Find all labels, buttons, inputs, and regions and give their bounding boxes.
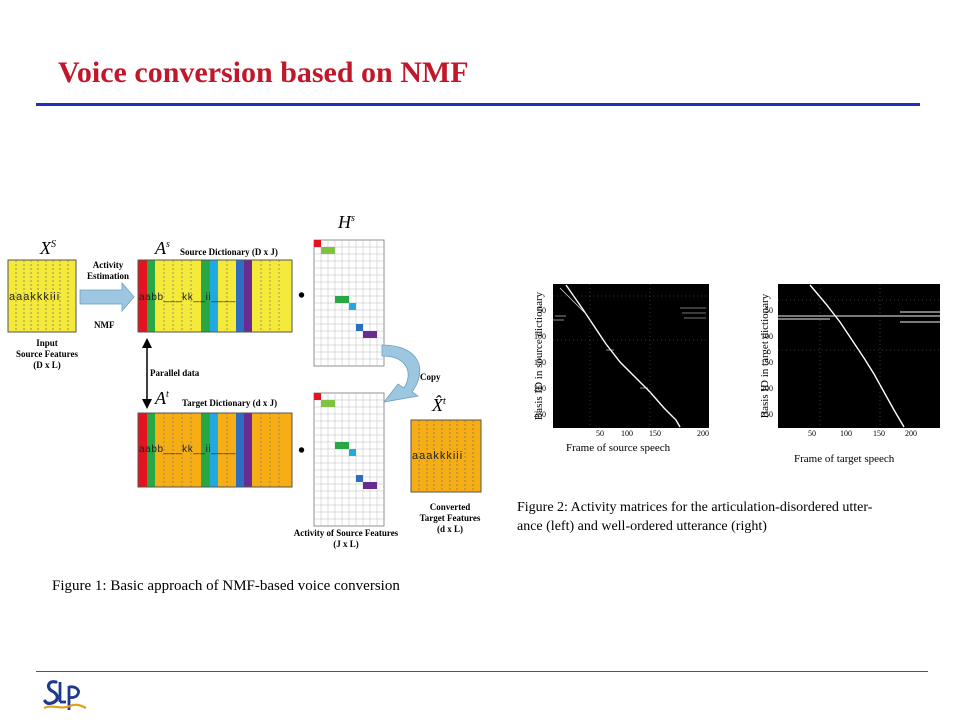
label-parallel-data: Parallel data — [150, 368, 200, 378]
right-ylabel: Basis ID in target dictionary — [759, 293, 771, 419]
title-underline — [36, 103, 920, 106]
right-xtick-50: 50 — [808, 429, 816, 438]
input-matrix-text: aaakkkiii — [9, 291, 61, 303]
left-xlabel: Frame of source speech — [566, 442, 671, 454]
right-ytick-50: 50 — [765, 306, 773, 315]
label-converted-target: Converted Target Features (d x L) — [419, 502, 481, 534]
dot-operator-top: • — [298, 285, 306, 307]
right-ytick-200: 200 — [761, 384, 773, 393]
left-xtick-100: 100 — [621, 429, 633, 438]
converted-matrix — [410, 419, 482, 493]
right-xtick-200: 200 — [905, 429, 917, 438]
label-input-source: Input Source Features (D x L) — [16, 338, 78, 370]
left-xtick-50: 50 — [596, 429, 604, 438]
footer-rule — [36, 671, 928, 672]
target-dict-text: aabb___kk__ii____ — [139, 444, 236, 455]
right-ytick-100: 100 — [761, 332, 773, 341]
figure2-caption-line2: ance (left) and well-ordered utterance (… — [517, 519, 767, 534]
input-matrix — [7, 259, 77, 333]
label-xt-hat: X̂t — [432, 395, 446, 415]
right-xlabel: Frame of target speech — [794, 453, 895, 465]
label-target-dictionary: Target Dictionary (d x J) — [182, 398, 278, 408]
arrow-activity-estimation — [79, 281, 135, 313]
activity-plot-left — [553, 284, 709, 428]
left-ytick-50: 50 — [538, 306, 546, 315]
left-xtick-150: 150 — [649, 429, 661, 438]
dot-operator-bottom: • — [298, 440, 306, 462]
label-activity-of-source: Activity of Source Features (J x L) — [293, 528, 399, 549]
label-nmf: NMF — [94, 320, 115, 330]
right-xtick-150: 150 — [873, 429, 885, 438]
label-at: At — [155, 388, 169, 408]
left-ytick-150: 150 — [534, 358, 546, 367]
left-ylabel: Basis ID in source dictionary — [533, 291, 545, 421]
figure1-caption: Figure 1: Basic approach of NMF-based vo… — [52, 578, 400, 594]
activity-grid-top — [313, 239, 385, 367]
right-ytick-150: 150 — [761, 358, 773, 367]
label-source-dictionary: Source Dictionary (D x J) — [180, 247, 278, 257]
activity-plot-right — [778, 284, 940, 428]
figure2-caption-line1: Figure 2: Activity matrices for the arti… — [517, 500, 873, 515]
label-xs: XS — [40, 238, 56, 258]
left-ytick-100: 100 — [534, 332, 546, 341]
parallel-data-arrow — [142, 338, 152, 409]
slide-title: Voice conversion based on NMF — [58, 56, 469, 89]
right-xtick-100: 100 — [840, 429, 852, 438]
label-copy: Copy — [420, 372, 441, 382]
label-hs: Hs — [338, 212, 355, 232]
source-dict-text: aabb___kk__ii____ — [139, 292, 236, 303]
converted-matrix-text: aaakkkiii — [412, 450, 464, 462]
left-xtick-200: 200 — [697, 429, 709, 438]
activity-grid-bottom — [313, 392, 385, 527]
target-dictionary-matrix — [137, 412, 293, 488]
left-ytick-200: 200 — [534, 384, 546, 393]
copy-arrow — [381, 344, 421, 403]
right-ytick-250: 250 — [761, 410, 773, 419]
slp-logo-icon — [43, 680, 87, 710]
left-ytick-250: 250 — [534, 410, 546, 419]
label-as: As — [155, 238, 170, 258]
source-dictionary-matrix — [137, 259, 293, 333]
label-activity-estimation: Activity Estimation — [86, 260, 129, 281]
